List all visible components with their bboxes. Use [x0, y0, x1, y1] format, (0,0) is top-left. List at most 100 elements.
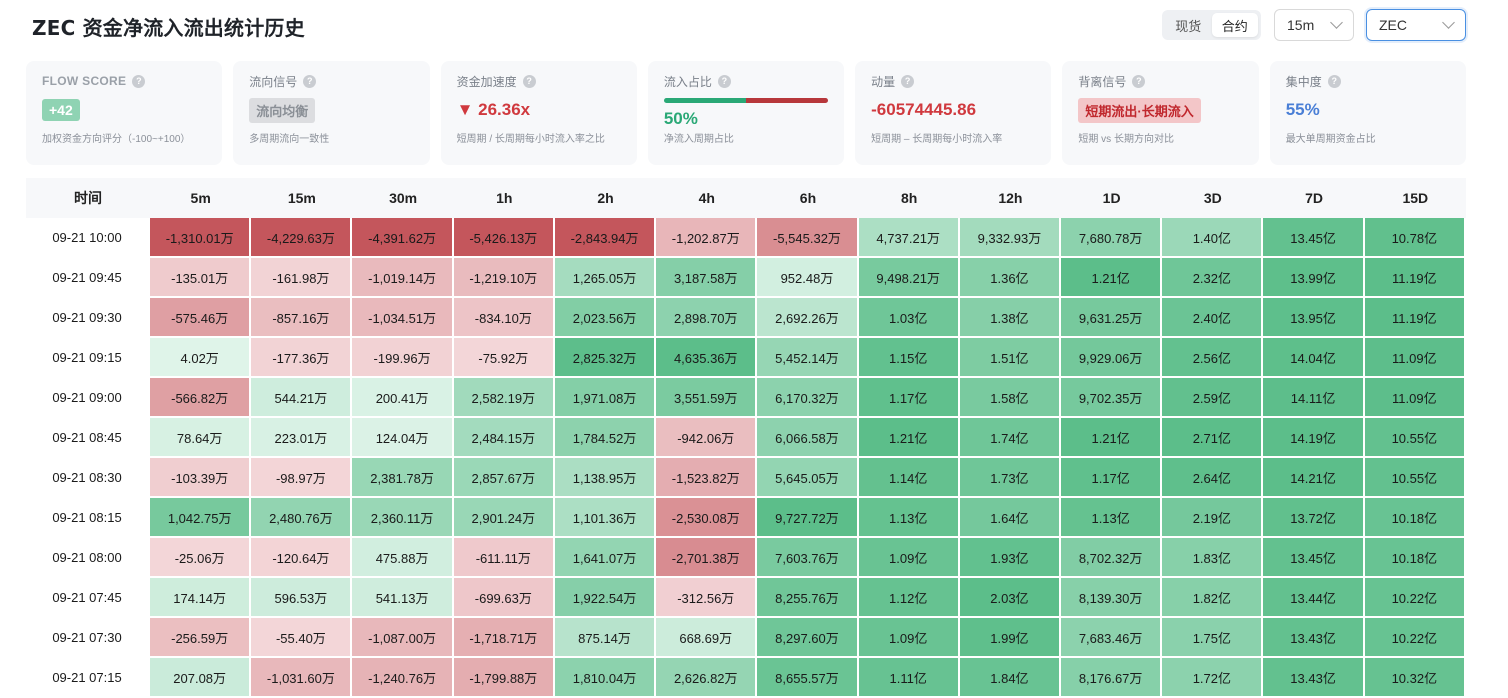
flow-cell: 1.09亿	[858, 618, 960, 658]
symbol-select[interactable]: ZEC	[1366, 9, 1466, 41]
futures-tab[interactable]: 合约	[1211, 13, 1258, 37]
flow-cell: 1,810.04万	[554, 658, 657, 698]
column-header-7d[interactable]: 7D	[1263, 178, 1365, 218]
help-icon[interactable]: ?	[1132, 74, 1146, 88]
help-icon[interactable]: ?	[522, 74, 536, 88]
column-header-12h[interactable]: 12h	[959, 178, 1062, 218]
column-header-5m[interactable]: 5m	[150, 178, 252, 218]
divergence-card: 背离信号? 短期流出·长期流入 短期 vs 长期方向对比	[1062, 61, 1259, 165]
column-header-15m[interactable]: 15m	[251, 178, 353, 218]
time-cell: 09-21 08:30	[26, 458, 151, 498]
help-icon[interactable]: ?	[303, 74, 317, 88]
flow-cell: 7,683.46万	[1061, 618, 1163, 658]
flow-cell: -4,391.62万	[352, 218, 454, 258]
flow-cell: 2,692.26万	[757, 298, 859, 338]
table-row: 09-21 09:15 4.02万 -177.36万 -199.96万 -75.92万 2…	[26, 338, 1466, 378]
help-icon[interactable]: ?	[717, 74, 731, 88]
flow-cell: 13.45亿	[1263, 538, 1365, 578]
flow-cell: 4,737.21万	[858, 218, 960, 258]
flow-cell: 1.58亿	[959, 378, 1062, 418]
flow-cell: 2.56亿	[1162, 338, 1264, 378]
help-icon[interactable]: ?	[132, 74, 146, 88]
flow-cell: -5,426.13万	[453, 218, 555, 258]
flow-signal-card: 流向信号? 流向均衡 多周期流向一致性	[233, 61, 430, 165]
card-label: FLOW SCORE	[42, 74, 127, 88]
card-subtitle: 净流入周期占比	[663, 134, 734, 145]
flow-cell: 4.02万	[150, 338, 252, 378]
flow-cell: 3,551.59万	[656, 378, 758, 418]
flow-cell: 2,484.15万	[453, 418, 555, 458]
card-subtitle: 最大单周期资金占比	[1285, 134, 1376, 145]
flow-cell: 6,170.32万	[757, 378, 859, 418]
flow-cell: 8,255.76万	[757, 578, 859, 618]
flow-history-table: 时间 5m 15m 30m 1h 2h 4h 6h 8h 12h 1D 3D 7D 15D 09-21 1…	[26, 178, 1466, 698]
card-label: 集中度	[1285, 74, 1322, 89]
momentum-value: -60574445.86	[871, 100, 977, 119]
table-row: 09-21 07:15 207.08万 -1,031.60万 -1,240.76万 -1…	[26, 658, 1466, 698]
interval-select[interactable]: 15m	[1274, 9, 1354, 41]
flow-cell: 1.15亿	[858, 338, 960, 378]
symbol-select-value: ZEC	[1379, 17, 1407, 33]
flow-cell: 1.83亿	[1162, 538, 1264, 578]
table-row: 09-21 07:45 174.14万 596.53万 541.13万 -699.63万…	[26, 578, 1466, 618]
flow-cell: 1.36亿	[959, 258, 1062, 298]
column-header-1h[interactable]: 1h	[453, 178, 555, 218]
column-header-30m[interactable]: 30m	[352, 178, 454, 218]
flow-cell: 7,603.76万	[757, 538, 859, 578]
flow-cell: 11.19亿	[1364, 298, 1466, 338]
flow-cell: 1,265.05万	[554, 258, 657, 298]
flow-cell: 1,101.36万	[554, 498, 657, 538]
flow-cell: 1.93亿	[959, 538, 1062, 578]
flow-cell: -1,087.00万	[352, 618, 454, 658]
column-header-3d[interactable]: 3D	[1162, 178, 1264, 218]
flow-cell: 124.04万	[352, 418, 454, 458]
flow-cell: 223.01万	[251, 418, 353, 458]
spot-tab[interactable]: 现货	[1175, 18, 1202, 34]
flow-cell: 1.38亿	[959, 298, 1062, 338]
flow-cell: 544.21万	[251, 378, 353, 418]
card-label: 背离信号	[1078, 74, 1127, 89]
flow-cell: 1.13亿	[858, 498, 960, 538]
table-body: 09-21 10:00 -1,310.01万 -4,229.63万 -4,391.62…	[26, 218, 1466, 698]
column-header-6h[interactable]: 6h	[757, 178, 859, 218]
flow-cell: 4,635.36万	[656, 338, 758, 378]
flow-cell: 11.09亿	[1364, 378, 1466, 418]
flow-cell: 10.22亿	[1364, 578, 1466, 618]
flow-cell: -699.63万	[453, 578, 555, 618]
flow-cell: 5,645.05万	[757, 458, 859, 498]
metric-cards: FLOW SCORE? +42 加权资金方向评分（-100~+100） 流向信号…	[26, 61, 1466, 165]
inflow-ratio-bar	[663, 98, 828, 103]
flow-cell: 14.11亿	[1263, 378, 1365, 418]
flow-cell: -55.40万	[251, 618, 353, 658]
concentration-value: 55%	[1285, 100, 1320, 119]
flow-cell: 13.95亿	[1263, 298, 1365, 338]
help-icon[interactable]: ?	[901, 74, 915, 88]
flow-cell: 13.43亿	[1263, 658, 1365, 698]
table-row: 09-21 08:00 -25.06万 -120.64万 475.88万 -611.11…	[26, 538, 1466, 578]
column-header-time[interactable]: 时间	[26, 178, 151, 218]
column-header-2h[interactable]: 2h	[554, 178, 657, 218]
flow-cell: 2,582.19万	[453, 378, 555, 418]
flow-cell: 1.82亿	[1162, 578, 1264, 618]
flow-cell: 13.72亿	[1263, 498, 1365, 538]
acceleration-value: ▼ 26.36x	[456, 100, 531, 119]
flow-cell: 1.13亿	[1061, 498, 1163, 538]
flow-cell: -5,545.32万	[757, 218, 859, 258]
flow-cell: -1,031.60万	[251, 658, 353, 698]
table-row: 09-21 07:30 -256.59万 -55.40万 -1,087.00万 -1,7…	[26, 618, 1466, 658]
column-header-4h[interactable]: 4h	[656, 178, 758, 218]
page-title: ZEC 资金净流入流出统计历史	[32, 16, 305, 40]
flow-cell: -2,530.08万	[656, 498, 758, 538]
help-icon[interactable]: ?	[1327, 74, 1341, 88]
flow-cell: -98.97万	[251, 458, 353, 498]
card-subtitle: 短周期 / 长周期每小时流入率之比	[456, 134, 605, 145]
time-cell: 09-21 09:00	[26, 378, 151, 418]
flow-cell: -1,240.76万	[352, 658, 454, 698]
flow-cell: 1.03亿	[858, 298, 960, 338]
column-header-15d[interactable]: 15D	[1364, 178, 1466, 218]
flow-cell: 78.64万	[150, 418, 252, 458]
column-header-8h[interactable]: 8h	[858, 178, 960, 218]
flow-cell: 9,702.35万	[1061, 378, 1163, 418]
column-header-1d[interactable]: 1D	[1061, 178, 1163, 218]
flow-cell: 8,139.30万	[1061, 578, 1163, 618]
